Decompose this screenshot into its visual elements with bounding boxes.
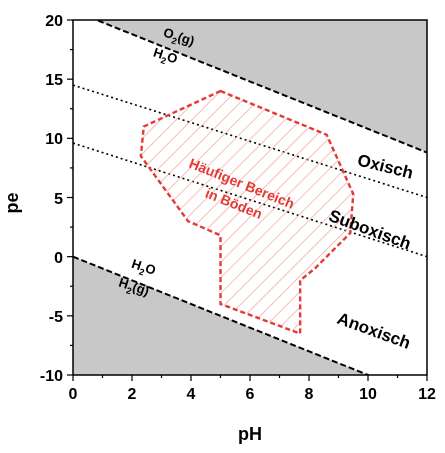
x-tick-label: 0 bbox=[69, 386, 78, 403]
o2-h2o-boundary-line bbox=[93, 20, 427, 154]
x-tick-label: 12 bbox=[418, 386, 436, 403]
x-tick-label: 4 bbox=[187, 386, 196, 403]
h2-stability-region bbox=[73, 256, 369, 375]
y-tick-label: 20 bbox=[45, 13, 63, 30]
species-label-h2-gas: H2(g) bbox=[116, 275, 151, 302]
y-tick-label: -10 bbox=[40, 368, 63, 385]
axis-ticks bbox=[67, 19, 428, 381]
y-tick-label: 5 bbox=[54, 191, 63, 208]
x-tick-label: 8 bbox=[305, 386, 314, 403]
x-tick-label: 6 bbox=[246, 386, 255, 403]
y-tick-label: 0 bbox=[54, 250, 63, 267]
o2-stability-region bbox=[96, 20, 427, 153]
x-tick-label: 2 bbox=[128, 386, 137, 403]
soil-region-hatched bbox=[139, 89, 355, 336]
species-label-h2o-lower: H2O bbox=[129, 256, 158, 281]
x-axis-title: pH bbox=[238, 424, 262, 444]
y-axis-title: pe bbox=[2, 192, 22, 213]
species-label-h2o-upper: H2O bbox=[151, 45, 180, 70]
y-tick-label: 10 bbox=[45, 131, 63, 148]
x-tick-label: 10 bbox=[359, 386, 377, 403]
species-label-o2-gas: O2(g) bbox=[161, 25, 197, 52]
region-label-anoxisch: Anoxisch bbox=[335, 309, 413, 353]
y-tick-label: -5 bbox=[49, 309, 63, 326]
y-tick-label: 15 bbox=[45, 72, 63, 89]
